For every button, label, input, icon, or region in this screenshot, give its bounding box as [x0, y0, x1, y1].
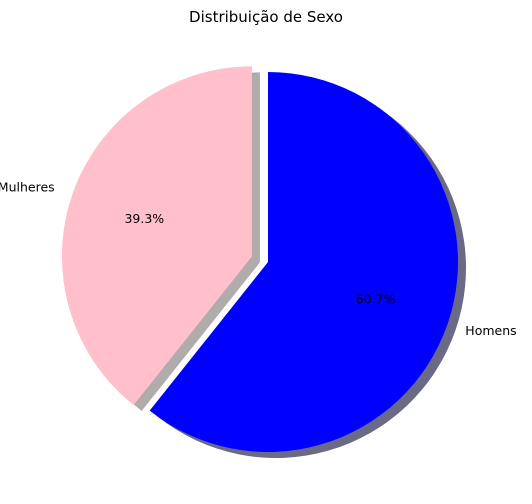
- slice-label-homens: Homens: [465, 323, 516, 338]
- slice-label-mulheres: Mulheres: [0, 179, 55, 194]
- slice-pct-mulheres: 39.3%: [124, 211, 164, 226]
- chart-title: Distribuição de Sexo: [189, 8, 343, 26]
- pie-slice-mulheres: [61, 66, 252, 406]
- slice-pct-homens: 60.7%: [356, 292, 396, 307]
- pie-slice-homens: [149, 72, 458, 453]
